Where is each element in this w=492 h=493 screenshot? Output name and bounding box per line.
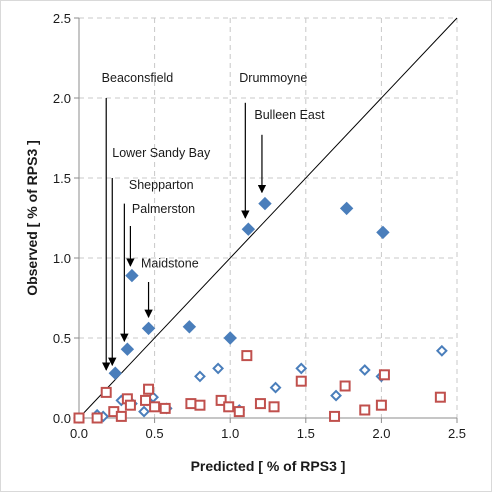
blue-filled-diamond-point bbox=[182, 320, 197, 334]
red-square-point bbox=[194, 399, 206, 411]
y-tick-label: 2.0 bbox=[53, 91, 71, 106]
blue-filled-diamond-point bbox=[258, 196, 272, 211]
red-square-point bbox=[254, 398, 266, 410]
blue-filled-diamond-point bbox=[125, 268, 139, 283]
annotation-label: Maidstone bbox=[141, 257, 199, 271]
blue-filled-diamond-point bbox=[120, 342, 135, 356]
x-tick-label: 1.5 bbox=[297, 426, 315, 441]
annotation-label: Lower Sandy Bay bbox=[112, 146, 211, 160]
gridlines bbox=[79, 17, 458, 418]
red-square-point bbox=[241, 350, 253, 362]
blue-filled-diamond-point bbox=[376, 225, 390, 240]
annotation-label: Shepparton bbox=[129, 178, 194, 192]
one-to-one-line bbox=[78, 17, 458, 419]
red-square-point bbox=[91, 412, 103, 424]
y-tick-label: 0.0 bbox=[53, 411, 71, 426]
red-square-point bbox=[223, 401, 235, 413]
tick-labels: 0.0 0.5 1.0 1.5 2.0 2.5 0.0 0.5 1.0 1.5 2.0 2.5 bbox=[53, 11, 466, 441]
y-axis-title: Observed [ % of RPS3 ] bbox=[24, 140, 40, 296]
red-square-point bbox=[215, 394, 227, 406]
x-tick-label: 0.0 bbox=[70, 426, 88, 441]
y-tick-label: 1.0 bbox=[53, 251, 71, 266]
y-tick-label: 2.5 bbox=[53, 11, 71, 26]
x-tick-label: 1.0 bbox=[221, 426, 239, 441]
red-square-point bbox=[434, 391, 446, 403]
x-tick-label: 2.0 bbox=[372, 426, 390, 441]
x-tick-label: 2.5 bbox=[448, 426, 466, 441]
red-square-point bbox=[233, 406, 245, 418]
annotation-label: Drummoyne bbox=[239, 71, 307, 85]
blue-hollow-diamond-point bbox=[358, 364, 371, 376]
blue-filled-diamond-point bbox=[108, 366, 122, 380]
red-square-point bbox=[185, 398, 197, 410]
y-tick-label: 0.5 bbox=[53, 331, 71, 346]
y-tick-label: 1.5 bbox=[53, 171, 71, 186]
blue-filled-diamond-point bbox=[241, 222, 256, 236]
red-square-point bbox=[140, 394, 152, 406]
data-points bbox=[73, 196, 448, 424]
blue-hollow-diamond-point bbox=[330, 389, 342, 402]
blue-filled-diamond-point bbox=[339, 201, 354, 216]
blue-hollow-diamond-point bbox=[138, 405, 150, 418]
blue-hollow-diamond-point bbox=[295, 362, 308, 375]
annotation-label: Beaconsfield bbox=[102, 71, 174, 85]
blue-hollow-diamond-point bbox=[269, 381, 282, 394]
annotation-label: Bulleen East bbox=[254, 108, 325, 122]
red-square-point bbox=[149, 401, 161, 413]
red-square-point bbox=[359, 404, 371, 416]
red-square-point bbox=[124, 399, 136, 411]
x-tick-label: 0.5 bbox=[146, 426, 164, 441]
red-square-point bbox=[73, 412, 85, 424]
red-square-point bbox=[159, 402, 171, 414]
blue-hollow-diamond-point bbox=[435, 344, 448, 357]
blue-filled-diamond-point bbox=[223, 331, 237, 345]
red-square-point bbox=[339, 380, 351, 392]
red-square-point bbox=[329, 410, 341, 422]
red-square-point bbox=[295, 375, 307, 387]
x-axis-title: Predicted [ % of RPS3 ] bbox=[191, 458, 346, 474]
red-square-point bbox=[268, 401, 280, 413]
red-square-point bbox=[100, 386, 112, 398]
red-square-point bbox=[375, 399, 387, 411]
blue-filled-diamond-point bbox=[141, 321, 156, 336]
reference-line-layer bbox=[78, 17, 458, 419]
red-square-point bbox=[115, 410, 127, 422]
red-square-point bbox=[143, 383, 155, 395]
red-square-point bbox=[378, 369, 390, 381]
blue-hollow-diamond-point bbox=[212, 362, 225, 375]
blue-hollow-diamond-point bbox=[194, 370, 206, 383]
annotations: Beaconsfield Lower Sandy Bay Shepparton Pal… bbox=[102, 71, 325, 371]
annotation-label: Palmerston bbox=[132, 202, 195, 216]
